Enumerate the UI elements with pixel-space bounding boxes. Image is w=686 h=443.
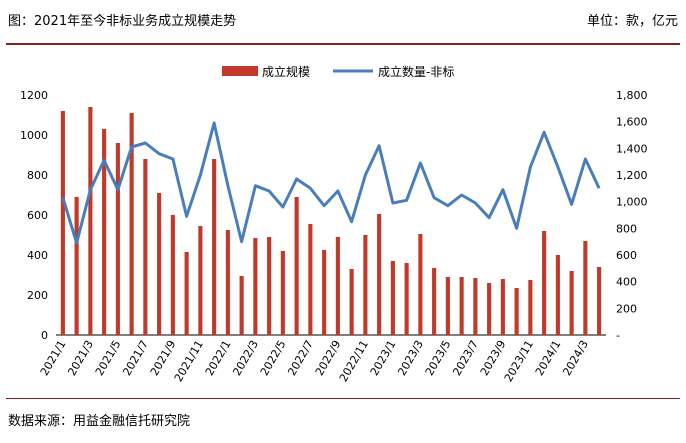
chart-header: 图：2021年至今非标业务成立规模走势 单位：款，亿元 bbox=[8, 6, 678, 30]
bar-2022/6 bbox=[294, 197, 299, 335]
x-tick-label: 2023/1 bbox=[368, 338, 399, 378]
y-left-tick-label: 400 bbox=[27, 249, 48, 262]
bar-2021/10 bbox=[184, 252, 189, 335]
combo-chart: 0 200 400 600 800 1000 1200 - 200 400 600 800 1,000 1… bbox=[20, 64, 648, 384]
bar-2022/7 bbox=[308, 224, 313, 335]
bar-2024/2 bbox=[569, 271, 574, 335]
unit-label: 单位：款，亿元 bbox=[586, 14, 678, 29]
bar-2022/10 bbox=[349, 269, 354, 335]
x-tick-label: 2022/3 bbox=[230, 338, 261, 378]
bar-2021/12 bbox=[212, 159, 217, 335]
bar-2023/3 bbox=[418, 234, 423, 335]
x-tick-label: 2022/7 bbox=[285, 338, 316, 378]
x-tick-label: 2022/9 bbox=[313, 338, 344, 378]
bar-2022/2 bbox=[239, 276, 244, 335]
y-left-tick-label: 1000 bbox=[20, 129, 48, 142]
bar-2022/8 bbox=[322, 250, 327, 335]
bar-2021/2 bbox=[74, 197, 79, 335]
y-right-tick-label: 600 bbox=[616, 249, 637, 262]
line-series-count bbox=[61, 121, 601, 245]
header-divider bbox=[6, 43, 680, 45]
bar-2023/9 bbox=[500, 279, 505, 335]
y-right-tick-label: 1,400 bbox=[616, 142, 648, 155]
bar-2021/7 bbox=[143, 159, 148, 335]
y-right-tick-label: 1,000 bbox=[616, 196, 648, 209]
bar-2022/12 bbox=[377, 214, 382, 335]
x-tick-label: 2022/1 bbox=[203, 338, 234, 378]
y-left-tick-label: 0 bbox=[41, 329, 48, 342]
bar-2023/4 bbox=[432, 268, 437, 335]
bar-2021/9 bbox=[170, 215, 175, 335]
legend-swatch-bar bbox=[222, 66, 258, 76]
bar-2022/9 bbox=[335, 237, 340, 335]
bar-2022/11 bbox=[363, 235, 368, 335]
x-tick-label: 2021/1 bbox=[38, 338, 69, 378]
bar-2023/1 bbox=[390, 261, 395, 335]
bar-2021/4 bbox=[102, 129, 107, 335]
y-left-tick-label: 800 bbox=[27, 169, 48, 182]
y-right-tick-label: 400 bbox=[616, 276, 637, 289]
bar-2023/8 bbox=[487, 283, 492, 335]
legend-label-line: 成立数量-非标 bbox=[378, 64, 454, 79]
bar-2021/6 bbox=[129, 113, 134, 335]
bar-2024/4 bbox=[597, 267, 602, 335]
x-tick-label: 2024/3 bbox=[560, 338, 591, 378]
bar-2022/1 bbox=[225, 230, 230, 335]
bar-2022/5 bbox=[280, 251, 285, 335]
y-right-tick-label: - bbox=[616, 329, 620, 342]
x-tick-label: 2023/9 bbox=[478, 338, 509, 378]
chart-title: 图：2021年至今非标业务成立规模走势 bbox=[8, 14, 237, 29]
y-right-tick-label: 1,600 bbox=[616, 116, 648, 129]
bar-2021/8 bbox=[157, 193, 162, 335]
x-tick-label: 2023/7 bbox=[450, 338, 481, 378]
x-tick-label: 2023/5 bbox=[423, 338, 454, 378]
x-tick-label: 2021/3 bbox=[65, 338, 96, 378]
bar-2023/12 bbox=[542, 231, 547, 335]
bar-2023/11 bbox=[528, 280, 533, 335]
bar-2023/10 bbox=[514, 288, 519, 335]
y-right-tick-label: 800 bbox=[616, 222, 637, 235]
x-tick-label: 2023/3 bbox=[395, 338, 426, 378]
bar-2023/7 bbox=[473, 278, 478, 335]
legend-label-bar: 成立规模 bbox=[262, 64, 310, 79]
bar-2023/5 bbox=[445, 277, 450, 335]
bar-2022/3 bbox=[253, 238, 258, 335]
x-tick-label: 2024/1 bbox=[533, 338, 564, 378]
bar-2023/2 bbox=[404, 263, 409, 335]
y-right-tick-label: 1,800 bbox=[616, 89, 648, 102]
bar-2024/3 bbox=[583, 241, 588, 335]
bar-2021/5 bbox=[115, 143, 120, 335]
y-left-tick-label: 1200 bbox=[20, 89, 48, 102]
y-left-tick-label: 600 bbox=[27, 209, 48, 222]
y-right-tick-label: 1,200 bbox=[616, 169, 648, 182]
bar-2023/6 bbox=[459, 277, 464, 335]
y-right-tick-label: 200 bbox=[616, 302, 637, 315]
bar-2022/4 bbox=[267, 237, 272, 335]
bar-2024/1 bbox=[555, 255, 560, 335]
footer-divider bbox=[6, 398, 680, 399]
source-note: 数据来源：用益金融信托研究院 bbox=[8, 414, 191, 429]
y-left-tick-label: 200 bbox=[27, 289, 48, 302]
bar-2021/1 bbox=[60, 111, 65, 335]
bar-2021/11 bbox=[198, 226, 203, 335]
bar-2021/3 bbox=[88, 107, 93, 335]
x-tick-label: 2021/5 bbox=[93, 338, 124, 378]
x-tick-label: 2021/9 bbox=[148, 338, 179, 378]
x-tick-label: 2022/5 bbox=[258, 338, 289, 378]
x-tick-label: 2021/7 bbox=[120, 338, 151, 378]
